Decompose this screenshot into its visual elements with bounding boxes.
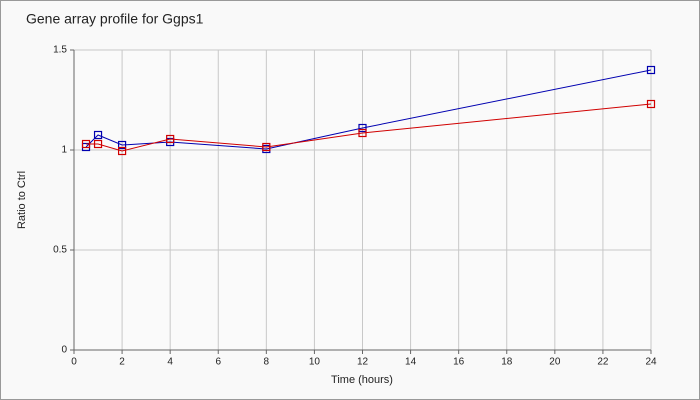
x-axis-title: Time (hours) [331, 374, 393, 386]
x-tick-label: 6 [215, 357, 221, 368]
x-tick-label: 4 [167, 357, 173, 368]
x-tick-label: 10 [309, 357, 321, 368]
x-tick-label: 24 [645, 357, 657, 368]
marker [117, 146, 127, 156]
y-tick-label: 0.5 [53, 245, 67, 256]
y-tick-label: 1 [61, 145, 67, 156]
marker [117, 140, 127, 150]
x-tick-label: 0 [71, 357, 77, 368]
x-tick-label: 2 [119, 357, 125, 368]
x-tick-label: 14 [405, 357, 417, 368]
x-tick-label: 8 [264, 357, 270, 368]
marker [166, 134, 175, 144]
y-tick-label: 1.5 [53, 45, 67, 56]
y-axis-title: Ratio to Ctrl [16, 171, 28, 229]
y-tick-label: 0 [61, 345, 67, 356]
marker [93, 130, 103, 140]
marker [93, 139, 103, 149]
series-line [86, 103, 652, 152]
marker [646, 65, 656, 75]
marker [262, 142, 271, 152]
x-tick-label: 18 [501, 357, 513, 368]
x-tick-label: 20 [549, 357, 561, 368]
x-tick-label: 22 [597, 357, 609, 368]
marker [81, 139, 91, 149]
x-tick-label: 16 [453, 357, 465, 368]
marker [358, 128, 367, 138]
x-tick-label: 12 [357, 357, 369, 368]
chart-title: Gene array profile for Ggps1 [26, 11, 204, 27]
marker [646, 99, 656, 109]
marker [358, 123, 367, 133]
